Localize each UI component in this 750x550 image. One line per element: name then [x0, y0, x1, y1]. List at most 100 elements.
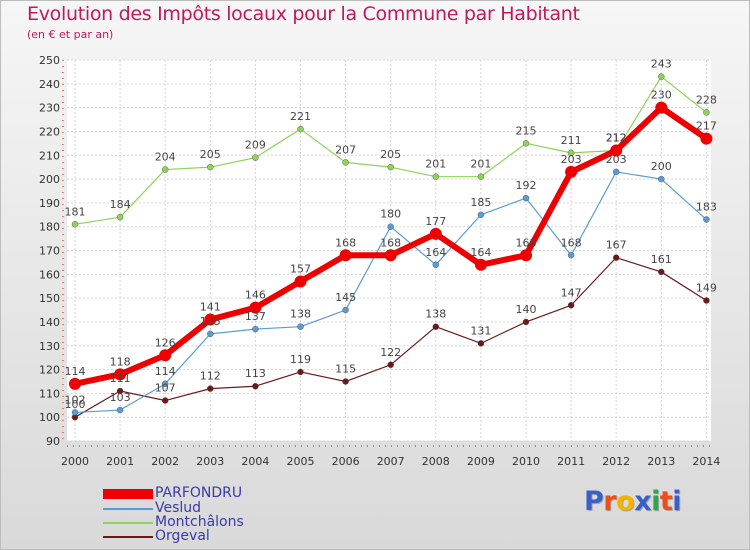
data-label-montchalons: 211 — [561, 134, 582, 147]
data-label-montchalons: 221 — [290, 110, 311, 123]
data-label-orgeval: 113 — [245, 367, 266, 380]
data-point-orgeval — [703, 297, 710, 304]
data-point-parfondru — [429, 227, 442, 240]
legend-label: Veslud — [155, 500, 202, 516]
data-point-veslud — [658, 175, 665, 183]
data-label-orgeval: 140 — [516, 303, 537, 316]
data-label-parfondru: 203 — [561, 153, 582, 166]
legend-label: Montchâlons — [155, 514, 244, 530]
data-label-veslud: 103 — [110, 391, 131, 404]
data-point-veslud — [703, 216, 710, 223]
legend-swatch-parfondru — [103, 489, 153, 499]
data-label-veslud: 138 — [290, 308, 311, 321]
data-point-orgeval — [432, 323, 439, 330]
logo-letter: i — [651, 486, 660, 517]
x-tick-label: 2008 — [422, 455, 450, 468]
data-point-montchalons — [703, 109, 710, 116]
x-tick-label: 2001 — [106, 455, 134, 468]
x-tick-label: 2014 — [692, 455, 720, 468]
data-label-montchalons: 201 — [425, 158, 446, 171]
data-label-veslud: 168 — [561, 236, 582, 249]
data-label-parfondru: 164 — [470, 246, 491, 259]
x-tick-label: 2012 — [602, 455, 630, 468]
chart-title: Evolution des Impôts locaux pour la Comm… — [27, 3, 580, 25]
data-point-montchalons — [207, 163, 214, 171]
proxiti-logo: Proxiti — [584, 486, 682, 517]
x-tick-label: 2000 — [61, 455, 89, 468]
data-point-montchalons — [522, 140, 530, 147]
data-point-montchalons — [297, 125, 304, 133]
y-tick-label: 150 — [39, 292, 60, 305]
y-tick-label: 90 — [46, 435, 60, 448]
data-point-veslud — [71, 409, 79, 416]
data-point-montchalons — [342, 159, 349, 166]
data-label-veslud: 185 — [470, 196, 491, 209]
data-point-parfondru — [655, 101, 668, 114]
data-label-orgeval: 131 — [470, 324, 491, 337]
y-tick-label: 210 — [39, 149, 60, 162]
logo-letter: P — [584, 486, 604, 517]
data-point-parfondru — [474, 258, 487, 271]
data-point-montchalons — [658, 73, 665, 80]
data-point-orgeval — [252, 383, 259, 390]
data-point-veslud — [207, 330, 214, 338]
data-point-montchalons — [432, 173, 439, 180]
data-point-orgeval — [477, 340, 485, 347]
x-tick-label: 2005 — [287, 455, 315, 468]
data-label-orgeval: 100 — [65, 398, 86, 411]
data-label-montchalons: 215 — [516, 124, 537, 137]
data-point-parfondru — [249, 301, 262, 314]
data-label-parfondru: 157 — [290, 262, 311, 275]
y-tick-label: 120 — [39, 364, 60, 377]
data-label-parfondru: 177 — [425, 215, 446, 228]
x-tick-label: 2009 — [467, 455, 495, 468]
data-label-parfondru: 168 — [516, 236, 537, 249]
data-label-veslud: 114 — [155, 365, 176, 378]
data-point-montchalons — [71, 221, 79, 228]
y-tick-label: 230 — [39, 102, 60, 115]
data-point-parfondru — [339, 249, 352, 262]
data-label-orgeval: 161 — [651, 253, 672, 266]
y-tick-label: 180 — [39, 221, 60, 234]
data-label-veslud: 137 — [245, 310, 266, 323]
x-tick-label: 2013 — [647, 455, 675, 468]
data-label-parfondru: 114 — [65, 365, 86, 378]
x-tick-label: 2006 — [332, 455, 360, 468]
y-tick-label: 200 — [39, 173, 60, 186]
data-label-parfondru: 217 — [696, 120, 717, 133]
data-point-veslud — [613, 168, 620, 176]
data-point-veslud — [387, 223, 394, 230]
legend-label: PARFONDRU — [155, 485, 243, 501]
data-point-montchalons — [567, 149, 575, 157]
data-label-montchalons: 212 — [606, 131, 627, 144]
legend-swatch-orgeval — [103, 536, 153, 538]
data-point-orgeval — [613, 254, 620, 261]
y-tick-label: 250 — [39, 54, 60, 67]
logo-letter: t — [659, 486, 673, 517]
x-tick-label: 2003 — [196, 455, 224, 468]
data-point-orgeval — [342, 378, 349, 385]
data-label-parfondru: 118 — [110, 355, 131, 368]
data-label-orgeval: 112 — [200, 370, 221, 383]
data-point-orgeval — [161, 397, 169, 404]
data-point-montchalons — [387, 163, 394, 171]
chart-subtitle: (en € et par an) — [27, 28, 114, 41]
data-point-parfondru — [610, 144, 623, 157]
data-label-veslud: 183 — [696, 201, 717, 214]
data-label-montchalons: 181 — [65, 205, 86, 218]
y-tick-label: 170 — [39, 245, 60, 258]
data-label-montchalons: 201 — [470, 158, 491, 171]
data-label-montchalons: 207 — [335, 143, 356, 156]
legend-label: Orgeval — [155, 528, 210, 544]
data-point-orgeval — [387, 361, 394, 368]
data-label-montchalons: 184 — [110, 198, 131, 211]
data-label-orgeval: 122 — [380, 346, 401, 359]
data-point-parfondru — [520, 249, 532, 262]
data-point-orgeval — [658, 268, 665, 276]
logo-letter: x — [634, 486, 652, 517]
data-label-parfondru: 212 — [606, 131, 627, 144]
data-point-parfondru — [384, 249, 397, 262]
y-tick-label: 110 — [39, 387, 60, 400]
data-label-orgeval: 167 — [606, 239, 627, 252]
data-point-parfondru — [69, 377, 81, 390]
